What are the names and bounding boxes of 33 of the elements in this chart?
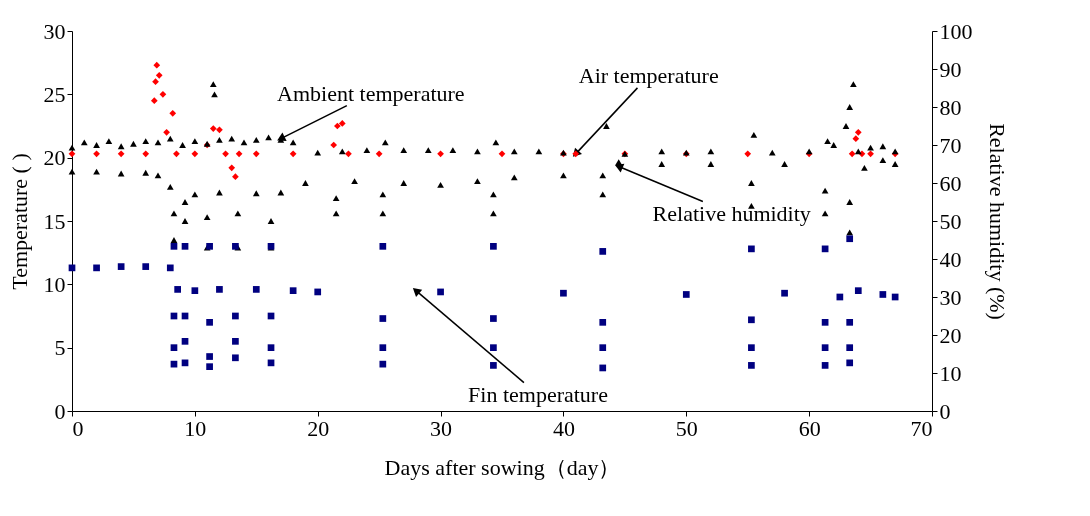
y-tick-label: 25 <box>43 81 66 107</box>
y-tick-label: 10 <box>43 271 66 297</box>
y-tick-label: 20 <box>43 145 66 171</box>
y2-tick-label: 30 <box>939 284 962 310</box>
y2-tick-label: 80 <box>939 94 962 120</box>
annotation: Relative humidity <box>652 200 811 226</box>
y2-tick-label: 70 <box>939 132 962 158</box>
annotation: Air temperature <box>578 62 719 88</box>
y2-axis-title: Relative humidity (%) <box>984 123 1010 320</box>
x-tick-label: 60 <box>798 415 821 441</box>
y-tick-label: 30 <box>43 18 66 44</box>
y2-tick-label: 90 <box>939 56 962 82</box>
y2-tick-label: 10 <box>939 360 962 386</box>
y-axis-title: Temperature ( ) <box>6 153 32 290</box>
y2-tick-label: 20 <box>939 322 962 348</box>
y-tick-label: 5 <box>54 335 66 361</box>
x-tick-label: 70 <box>910 415 933 441</box>
y2-tick-label: 60 <box>939 170 962 196</box>
y2-tick-label: 0 <box>939 398 951 424</box>
annotation: Ambient temperature <box>277 80 465 106</box>
y-tick-label: 0 <box>54 398 66 424</box>
y-tick-label: 15 <box>43 208 66 234</box>
annotation: Fin temperature <box>468 381 608 407</box>
y2-tick-label: 40 <box>939 246 962 272</box>
x-tick-label: 0 <box>72 415 84 441</box>
x-axis-title: Days after sowing（day） <box>384 454 621 480</box>
x-tick-label: 50 <box>675 415 698 441</box>
y2-tick-label: 50 <box>939 208 962 234</box>
y2-tick-label: 100 <box>939 18 973 44</box>
x-tick-label: 30 <box>430 415 453 441</box>
x-tick-label: 40 <box>552 415 575 441</box>
x-tick-label: 20 <box>307 415 330 441</box>
x-tick-label: 10 <box>184 415 207 441</box>
